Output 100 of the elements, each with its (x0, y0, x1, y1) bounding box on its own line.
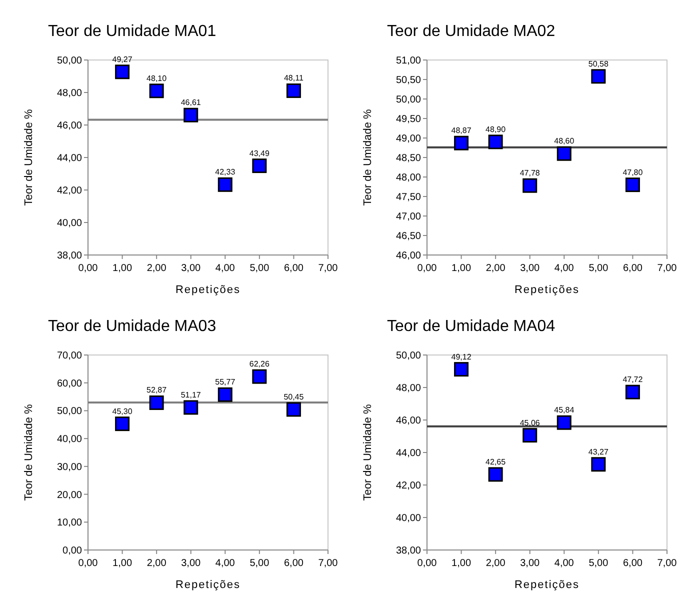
data-label: 49,12 (451, 352, 472, 362)
point (115, 64, 130, 80)
point (556, 146, 572, 161)
x-tick-label: 4,00 (215, 558, 236, 569)
x-tick-label: 0,00 (417, 263, 438, 274)
x-tick-label: 5,00 (250, 558, 270, 569)
data-label: 50,45 (284, 392, 304, 402)
data-label: 45,30 (112, 406, 133, 416)
point (454, 362, 469, 377)
y-tick-label: 38,00 (396, 546, 422, 556)
point (625, 384, 640, 400)
x-tick-label: 6,00 (284, 558, 304, 569)
point (454, 136, 469, 150)
y-tick-label: 49,50 (396, 114, 422, 125)
x-tick-label: 6,00 (622, 558, 643, 569)
point (149, 395, 164, 410)
data-label: 48,10 (146, 74, 168, 83)
data-label: 48,90 (486, 124, 506, 134)
x-axis-title: Repetições (175, 579, 241, 591)
point (252, 369, 267, 384)
data-label: 48,11 (284, 74, 304, 83)
point (286, 83, 301, 98)
y-tick-label: 42,00 (56, 186, 82, 196)
point (488, 134, 503, 150)
chart-title: Teor de Umidade MA02 (387, 23, 556, 40)
data-label: 45,06 (520, 418, 540, 428)
x-tick-label: 1,00 (112, 558, 132, 569)
y-axis-title: Teor de Umidade % (23, 108, 35, 206)
x-tick-label: 6,00 (622, 263, 643, 274)
chart-title: Teor de Umidade MA01 (48, 23, 216, 40)
y-tick-label: 70,00 (56, 350, 82, 362)
y-tick-label: 49,00 (396, 134, 422, 144)
y-tick-label: 46,00 (56, 120, 82, 132)
x-tick-label: 6,00 (284, 263, 304, 274)
point (488, 467, 503, 482)
data-label: 43,27 (588, 447, 609, 456)
y-tick-label: 47,50 (396, 192, 422, 203)
y-tick-label: 20,00 (56, 490, 82, 501)
x-tick-label: 5,00 (588, 263, 609, 274)
y-tick-label: 44,00 (56, 153, 82, 164)
y-axis-title: Teor de Umidade % (362, 108, 374, 206)
y-axis-title: Teor de Umidade % (362, 404, 374, 501)
chart-title: Teor de Umidade MA03 (48, 318, 216, 335)
x-tick-label: 4,00 (215, 263, 236, 274)
y-tick-label: 50,00 (396, 94, 422, 106)
point (286, 402, 301, 417)
y-tick-label: 50,00 (56, 406, 82, 418)
data-label: 43,49 (249, 148, 270, 158)
point (591, 457, 606, 472)
y-tick-label: 48,00 (56, 88, 82, 99)
data-label: 42,65 (486, 457, 506, 466)
data-label: 47,72 (622, 375, 644, 384)
y-tick-label: 48,50 (396, 153, 422, 164)
y-tick-label: 38,00 (56, 250, 82, 262)
point (591, 69, 606, 84)
point (184, 108, 198, 122)
chart-title: Teor de Umidade MA04 (387, 318, 556, 335)
point (184, 400, 198, 415)
x-tick-label: 2,00 (486, 263, 506, 274)
x-tick-label: 7,00 (657, 558, 678, 569)
data-label: 45,84 (554, 406, 575, 415)
data-label: 42,33 (215, 168, 236, 177)
point (218, 177, 232, 192)
data-label: 48,87 (451, 126, 472, 136)
data-label: 49,27 (112, 54, 133, 64)
x-tick-label: 7,00 (657, 263, 678, 274)
x-tick-label: 0,00 (78, 558, 98, 569)
y-tick-label: 40,00 (56, 218, 82, 229)
y-tick-label: 40,00 (56, 434, 82, 446)
point (115, 416, 130, 432)
y-tick-label: 46,50 (396, 231, 422, 242)
data-label: 47,78 (520, 168, 540, 178)
x-tick-label: 1,00 (452, 263, 472, 274)
y-tick-label: 30,00 (56, 462, 82, 473)
x-tick-label: 3,00 (181, 558, 202, 569)
point (625, 178, 640, 192)
y-tick-label: 47,00 (396, 212, 422, 222)
x-axis-title: Repetições (514, 579, 580, 591)
x-tick-label: 3,00 (520, 263, 540, 274)
x-tick-label: 4,00 (554, 263, 574, 274)
data-label: 47,80 (622, 168, 644, 177)
y-tick-label: 46,00 (396, 250, 422, 262)
y-tick-label: 48,00 (396, 172, 422, 184)
y-tick-label: 60,00 (56, 378, 82, 390)
data-label: 46,61 (180, 98, 202, 108)
data-label: 48,60 (554, 136, 575, 146)
y-tick-label: 50,00 (396, 350, 422, 362)
y-axis-title: Teor de Umidade % (23, 404, 35, 501)
data-label: 50,58 (588, 59, 609, 68)
data-label: 55,77 (215, 378, 236, 387)
x-tick-label: 0,00 (417, 558, 438, 569)
point (522, 178, 538, 193)
x-tick-label: 3,00 (520, 558, 540, 569)
y-tick-label: 40,00 (396, 513, 422, 524)
x-tick-label: 7,00 (318, 263, 338, 274)
point (218, 387, 232, 402)
data-label: 62,26 (249, 360, 270, 369)
x-axis-title: Repetições (175, 284, 241, 296)
x-axis-title: Repetições (514, 284, 580, 296)
x-tick-label: 1,00 (452, 558, 472, 569)
